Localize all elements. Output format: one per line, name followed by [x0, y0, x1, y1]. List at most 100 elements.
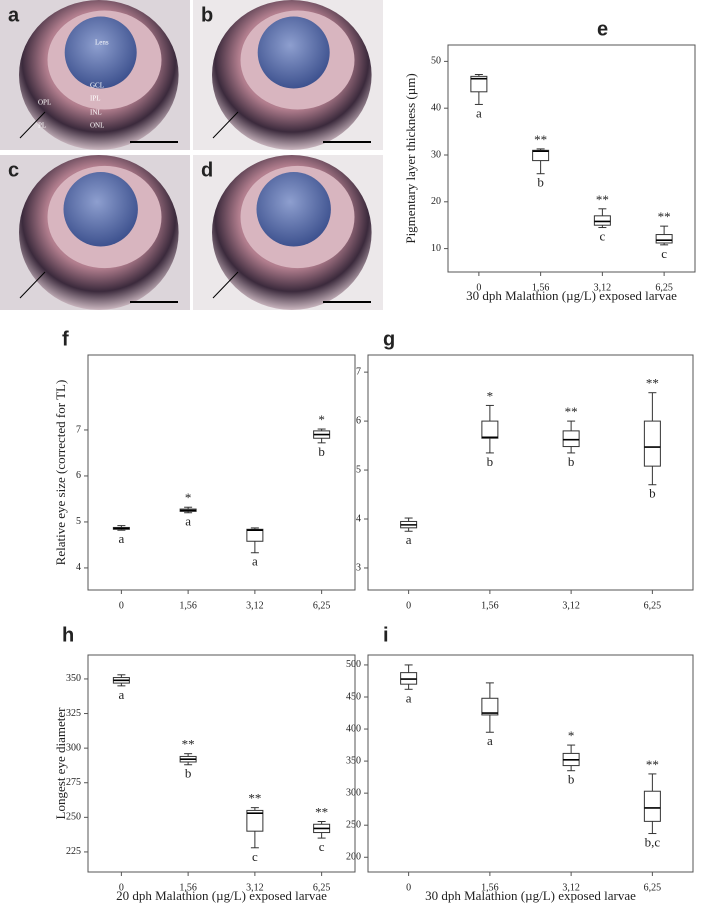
- group-letter: a: [476, 105, 482, 120]
- tissue-label: Lens: [95, 39, 109, 47]
- x-tick-label: 3,12: [562, 882, 580, 893]
- significance: **: [315, 804, 328, 819]
- x-axis-label: 30 dph Malathion (µg/L) exposed larvae: [425, 888, 636, 903]
- x-tick-label: 0: [119, 600, 124, 611]
- panel-label: d: [201, 159, 213, 181]
- panel-label: b: [201, 4, 213, 26]
- group-letter: b: [568, 454, 575, 469]
- y-tick-label: 300: [346, 787, 361, 798]
- x-tick-label: 3,12: [246, 600, 264, 611]
- lens: [63, 172, 138, 247]
- group-letter: c: [319, 839, 325, 854]
- significance: **: [248, 791, 261, 806]
- y-axis-label: Pigmentary layer thickness (µm): [403, 73, 418, 243]
- tissue-label: INL: [90, 109, 102, 117]
- y-tick-label: 40: [431, 102, 441, 113]
- arrow: [212, 271, 239, 299]
- x-axis-label: 20 dph Malathion (µg/L) exposed larvae: [116, 888, 327, 903]
- x-tick-label: 3,12: [246, 882, 264, 893]
- y-tick-label: 300: [66, 742, 81, 753]
- box: [470, 75, 488, 93]
- y-tick-label: 250: [346, 819, 361, 830]
- y-tick-label: 4: [76, 562, 81, 573]
- group-letter: c: [661, 246, 667, 261]
- y-tick-label: 225: [66, 846, 81, 857]
- group-letter: c: [599, 229, 605, 244]
- lens: [256, 172, 331, 247]
- significance: *: [568, 728, 575, 743]
- x-tick-label: 6,25: [313, 882, 331, 893]
- y-tick-label: 50: [431, 56, 441, 67]
- group-letter: a: [252, 554, 258, 569]
- box: [246, 809, 264, 832]
- panel-label: h: [62, 624, 74, 646]
- significance: *: [487, 388, 494, 403]
- group-letter: b: [649, 486, 656, 501]
- arrow: [212, 111, 239, 139]
- group-letter: a: [406, 690, 412, 705]
- y-tick-label: 5: [356, 464, 361, 475]
- tissue-label: ONL: [90, 122, 104, 130]
- y-tick-label: 200: [346, 852, 361, 863]
- group-letter: b: [537, 175, 544, 190]
- x-tick-label: 0: [119, 882, 124, 893]
- panel-label: i: [383, 624, 389, 646]
- tissue-label: GCL: [90, 82, 104, 90]
- x-tick-label: 0: [406, 882, 411, 893]
- group-letter: a: [185, 514, 191, 529]
- plot-frame: [367, 654, 694, 873]
- plot-frame: [367, 354, 694, 591]
- group-letter: b: [568, 772, 575, 787]
- significance: **: [646, 376, 659, 391]
- tissue-label: OPL: [38, 99, 51, 107]
- x-tick-label: 6,25: [644, 882, 662, 893]
- x-axis-label: 30 dph Malathion (µg/L) exposed larvae: [466, 288, 677, 303]
- plot-frame: [87, 654, 356, 873]
- y-tick-label: 4: [356, 513, 361, 524]
- significance: **: [646, 757, 659, 772]
- y-tick-label: 20: [431, 196, 441, 207]
- box: [562, 430, 580, 448]
- significance: *: [185, 490, 192, 505]
- y-tick-label: 6: [76, 470, 81, 481]
- y-tick-label: 450: [346, 691, 361, 702]
- x-tick-label: 6,25: [313, 600, 331, 611]
- y-tick-label: 7: [76, 424, 81, 435]
- group-letter: c: [252, 849, 258, 864]
- arrow: [19, 111, 46, 139]
- x-tick-label: 3,12: [562, 600, 580, 611]
- x-tick-label: 1,56: [532, 282, 550, 293]
- x-tick-label: 1,56: [179, 882, 197, 893]
- box: [532, 149, 550, 162]
- significance: **: [658, 209, 671, 224]
- box: [593, 215, 611, 226]
- y-tick-label: 6: [356, 415, 361, 426]
- plot-frame: [447, 44, 696, 273]
- y-tick-label: 3: [356, 562, 361, 573]
- panel-label: g: [383, 328, 395, 350]
- y-tick-label: 10: [431, 243, 441, 254]
- significance: **: [565, 404, 578, 419]
- plot-frame: [87, 354, 356, 591]
- y-axis-label: Longest eye diameter: [53, 707, 68, 820]
- x-tick-label: 0: [406, 600, 411, 611]
- group-letter: a: [406, 532, 412, 547]
- tissue-label: IPL: [90, 95, 101, 103]
- significance: **: [596, 192, 609, 207]
- x-tick-label: 3,12: [594, 282, 612, 293]
- tissue-label: PL: [38, 122, 46, 130]
- panel-label: f: [62, 328, 69, 350]
- x-tick-label: 1,56: [481, 882, 499, 893]
- box: [655, 234, 673, 244]
- y-tick-label: 350: [66, 673, 81, 684]
- significance: **: [534, 132, 547, 147]
- group-letter: a: [487, 733, 493, 748]
- panel-label: e: [597, 18, 608, 40]
- x-tick-label: 6,25: [644, 600, 662, 611]
- group-letter: b: [318, 444, 325, 459]
- y-tick-label: 500: [346, 659, 361, 670]
- y-tick-label: 30: [431, 149, 441, 160]
- group-letter: b,c: [645, 835, 661, 850]
- box: [643, 420, 661, 467]
